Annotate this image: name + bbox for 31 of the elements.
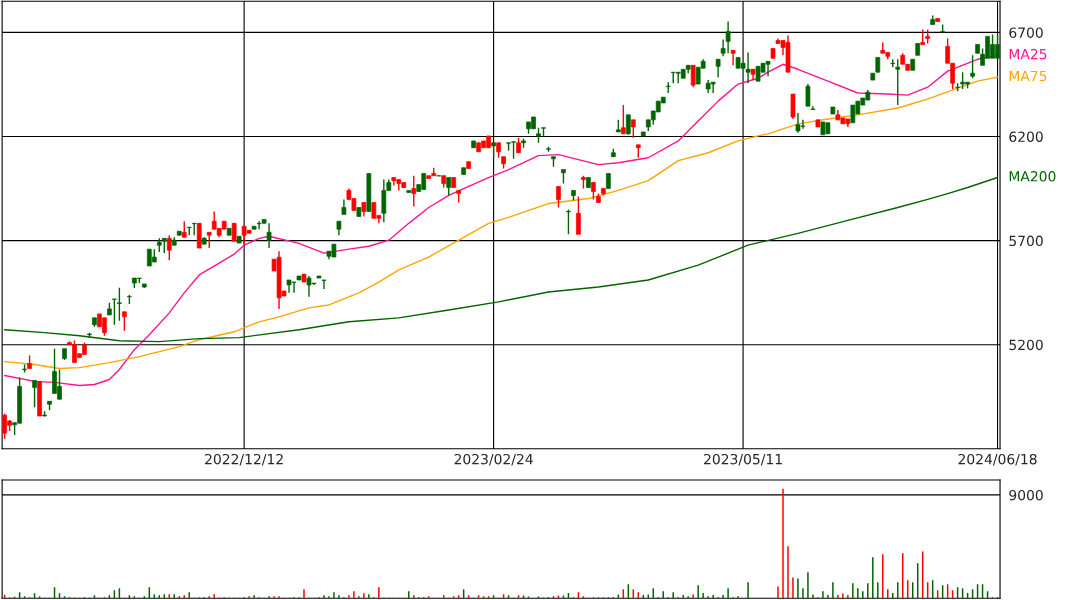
candlestick bbox=[166, 234, 172, 261]
series-label: MA75 bbox=[1009, 70, 1047, 82]
candlestick bbox=[970, 54, 975, 79]
x-tick-label: 2023/05/11 bbox=[704, 453, 782, 466]
candlestick bbox=[411, 174, 417, 208]
y-tick-label: 5200 bbox=[1009, 339, 1043, 351]
series-label: MA200 bbox=[1009, 171, 1056, 182]
candlestick bbox=[710, 81, 716, 94]
y-tick-label: 6200 bbox=[1009, 131, 1043, 142]
candlestick bbox=[625, 114, 631, 136]
candlestick bbox=[122, 311, 127, 332]
candlestick bbox=[112, 298, 117, 326]
candlestick bbox=[117, 287, 122, 322]
line-series bbox=[3, 176, 999, 343]
candlestick bbox=[381, 178, 387, 223]
candlestick bbox=[566, 208, 571, 236]
candlestick bbox=[576, 195, 581, 236]
x-tick-label: 2023/02/24 bbox=[454, 453, 533, 466]
candlestick bbox=[690, 64, 696, 88]
candlestick bbox=[32, 379, 37, 409]
candlestick bbox=[730, 49, 736, 67]
candlestick bbox=[620, 104, 626, 135]
x-tick-label: 2022/12/12 bbox=[205, 453, 283, 466]
candlestick bbox=[895, 58, 901, 106]
candlestick bbox=[790, 93, 796, 120]
y-tick-label: 5700 bbox=[1009, 235, 1043, 247]
x-tick-label: 2024/06/18 bbox=[958, 453, 1037, 466]
series-label: MA25 bbox=[1009, 48, 1047, 60]
candlestick bbox=[556, 185, 561, 209]
y-tick-label: 9000 bbox=[1009, 489, 1043, 501]
y-tick-label: 6700 bbox=[1009, 27, 1043, 38]
